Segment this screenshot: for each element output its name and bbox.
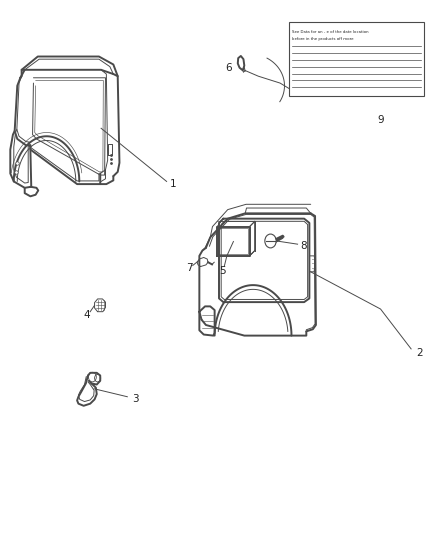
Text: 2: 2 [417, 348, 423, 358]
Text: before in the products off more: before in the products off more [292, 37, 354, 41]
Text: 9: 9 [377, 115, 384, 125]
Text: 4: 4 [84, 310, 91, 320]
Text: 3: 3 [132, 394, 138, 405]
Bar [289, 22, 424, 96]
Text: 5: 5 [219, 266, 226, 276]
Text: 1: 1 [170, 179, 177, 189]
Text: 6: 6 [225, 63, 232, 73]
Text: See Data for an - e of the date location: See Data for an - e of the date location [292, 30, 369, 34]
Text: 8: 8 [300, 241, 307, 251]
Text: 7: 7 [186, 263, 193, 273]
